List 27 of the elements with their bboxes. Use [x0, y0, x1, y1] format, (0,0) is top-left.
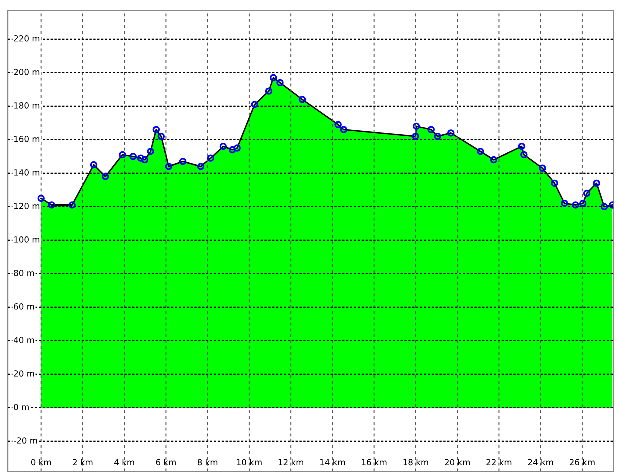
x-tick-label: 0 km: [31, 459, 52, 466]
x-tick-label: 12 km: [278, 459, 304, 466]
x-tick-label: 16 km: [362, 459, 387, 466]
y-tick-label: 220 m: [14, 36, 40, 42]
y-tick-label: 20 m: [14, 370, 34, 377]
x-tick-label: 26 km: [570, 459, 595, 466]
x-tick-label: 6 km: [156, 459, 176, 466]
y-tick-label: 80 m: [14, 270, 34, 276]
x-tick-label: 22 km: [486, 459, 512, 466]
x-tick-label: 14 km: [320, 459, 346, 466]
y-tick-label: 180 m: [14, 102, 40, 109]
x-tick-label: 8 km: [198, 459, 218, 466]
y-tick-label: 120 m: [14, 203, 40, 210]
y-tick-label: -20 m: [14, 438, 38, 444]
x-tick-label: 2 km: [73, 459, 93, 466]
y-tick-label: 0 m: [14, 404, 29, 410]
x-tick-label: 10 km: [237, 459, 262, 466]
y-tick-label: 200 m: [14, 69, 40, 76]
x-tick-label: 20 km: [445, 459, 470, 466]
y-tick-label: 40 m: [14, 337, 34, 344]
x-tick-label: 4 km: [114, 459, 134, 466]
y-tick-label: 160 m: [14, 136, 40, 142]
y-tick-label: 140 m: [14, 170, 40, 176]
x-tick-label: 18 km: [404, 459, 428, 466]
y-tick-label: 60 m: [14, 304, 34, 310]
y-tick-label: 100 m: [14, 236, 40, 243]
x-tick-label: 24 km: [528, 459, 554, 466]
